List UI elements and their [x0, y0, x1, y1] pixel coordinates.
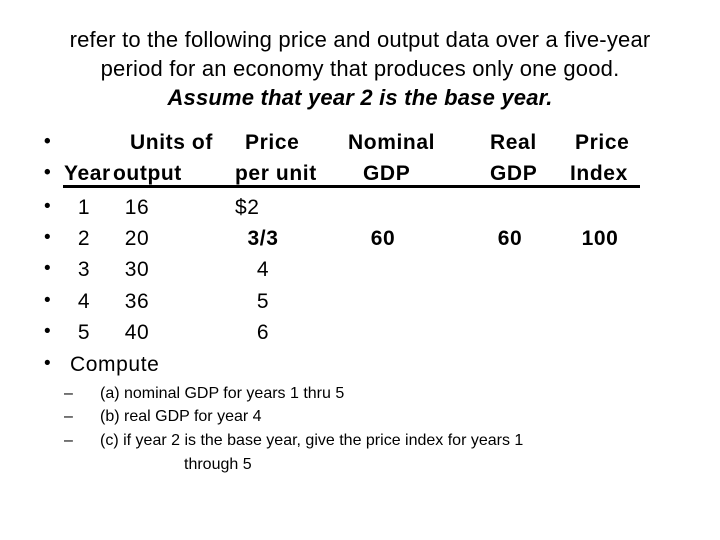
task-a: – (a) nominal GDP for years 1 thru 5 — [0, 382, 720, 405]
cell-price: 3/3 — [247, 227, 279, 250]
header-per-unit: per unit — [235, 162, 317, 185]
cell-year: 4 — [77, 290, 91, 313]
table-header-row-2: • Year output per unit GDP GDP Index — [0, 162, 720, 185]
cell-output: 16 — [124, 196, 150, 219]
cell-year: 2 — [77, 227, 91, 250]
header-underline — [63, 185, 640, 188]
header-output: output — [113, 162, 182, 185]
table-row: • 3 30 4 — [0, 258, 720, 281]
title-line-2: period for an economy that produces only… — [100, 56, 620, 81]
header-units-of: Units of — [130, 131, 213, 154]
bullet-icon: • — [44, 162, 52, 183]
table-header-row-1: • Units of Price Nominal Real Price — [0, 131, 720, 154]
task-c-continuation-text: through 5 — [184, 456, 252, 473]
header-real-gdp: GDP — [490, 162, 538, 185]
header-real: Real — [490, 131, 537, 154]
cell-price: 5 — [256, 290, 270, 313]
table-row: • 4 36 5 — [0, 290, 720, 313]
compute-label: Compute — [70, 353, 160, 376]
bullet-icon: • — [44, 227, 52, 248]
cell-output: 30 — [124, 258, 150, 281]
cell-real-gdp: 60 — [497, 227, 523, 250]
header-nominal: Nominal — [348, 131, 436, 154]
cell-year: 3 — [77, 258, 91, 281]
cell-nominal-gdp: 60 — [370, 227, 396, 250]
header-price: Price — [245, 131, 300, 154]
title-line-3: Assume that year 2 is the base year. — [167, 85, 553, 110]
bullet-icon: • — [44, 353, 52, 374]
cell-output: 36 — [124, 290, 150, 313]
task-b: – (b) real GDP for year 4 — [0, 405, 720, 428]
dash-marker: – — [64, 432, 73, 449]
header-nominal-gdp: GDP — [363, 162, 411, 185]
compute-row: • Compute — [0, 353, 720, 376]
dash-marker: – — [64, 385, 73, 402]
cell-price: $2 — [235, 196, 260, 219]
cell-output: 40 — [124, 321, 150, 344]
task-c-text: (c) if year 2 is the base year, give the… — [100, 432, 524, 449]
header-price-index: Price — [575, 131, 630, 154]
bullet-icon: • — [44, 131, 52, 152]
cell-output: 20 — [124, 227, 150, 250]
task-b-text: (b) real GDP for year 4 — [100, 408, 262, 425]
cell-price: 4 — [256, 258, 270, 281]
cell-price: 6 — [256, 321, 270, 344]
bullet-icon: • — [44, 196, 52, 217]
bullet-icon: • — [44, 321, 52, 342]
table-row: • 5 40 6 — [0, 321, 720, 344]
task-c-continuation: through 5 — [0, 453, 720, 476]
cell-year: 5 — [77, 321, 91, 344]
cell-price-index: 100 — [581, 227, 619, 250]
table-row: • 2 20 3/3 60 60 100 — [0, 227, 720, 250]
header-year: Year — [64, 162, 111, 185]
cell-year: 1 — [77, 196, 91, 219]
dash-marker: – — [64, 408, 73, 425]
bullet-icon: • — [44, 290, 52, 311]
title-line-1: refer to the following price and output … — [69, 27, 651, 52]
header-index: Index — [570, 162, 628, 185]
slide-title: refer to the following price and output … — [0, 25, 720, 112]
task-c: – (c) if year 2 is the base year, give t… — [0, 429, 720, 452]
bullet-icon: • — [44, 258, 52, 279]
table-row: • 1 16 $2 — [0, 196, 720, 219]
task-a-text: (a) nominal GDP for years 1 thru 5 — [100, 385, 345, 402]
